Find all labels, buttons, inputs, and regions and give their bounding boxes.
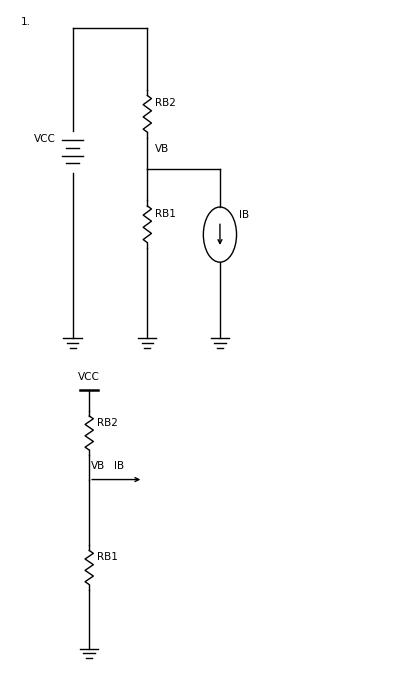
Text: VB: VB (91, 462, 105, 471)
Text: RB1: RB1 (97, 552, 117, 562)
Text: IB: IB (114, 462, 124, 471)
Text: 1.: 1. (21, 17, 31, 27)
Text: RB1: RB1 (155, 209, 176, 219)
Text: IB: IB (239, 210, 249, 220)
Text: RB2: RB2 (155, 99, 176, 108)
Text: VCC: VCC (34, 135, 56, 144)
Text: VB: VB (155, 144, 169, 153)
Text: RB2: RB2 (97, 417, 117, 428)
Text: VCC: VCC (78, 372, 100, 382)
